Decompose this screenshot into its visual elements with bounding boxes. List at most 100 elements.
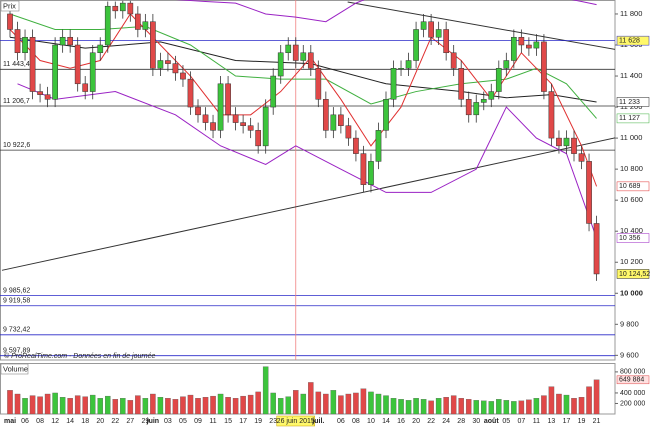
volume-bar bbox=[210, 395, 216, 415]
candle-body bbox=[210, 122, 216, 131]
candle-body bbox=[548, 91, 555, 139]
candle-body bbox=[232, 114, 239, 123]
x-tick-label: 11 bbox=[209, 418, 216, 425]
candle-body bbox=[586, 161, 592, 224]
volume-tick-label: 200 000 bbox=[620, 400, 645, 407]
volume-bar bbox=[428, 400, 434, 415]
candle-body bbox=[578, 153, 585, 162]
volume-bar bbox=[353, 392, 359, 415]
volume-bar bbox=[383, 395, 389, 415]
candle-body bbox=[157, 60, 164, 69]
volume-bar bbox=[533, 398, 540, 415]
level-label: 9 597,89 bbox=[3, 348, 30, 355]
volume-bar bbox=[465, 399, 472, 415]
volume-bar bbox=[172, 399, 179, 415]
candle-body bbox=[74, 44, 81, 85]
marker-box bbox=[616, 181, 650, 192]
volume-bar bbox=[105, 395, 111, 415]
x-tick-label: 21 bbox=[593, 418, 601, 425]
x-tick-label: 14 bbox=[382, 418, 390, 425]
volume-bar bbox=[556, 393, 562, 415]
candle-body bbox=[541, 41, 547, 92]
volume-bar bbox=[22, 398, 28, 415]
x-tick-label: 08 bbox=[352, 418, 360, 425]
volume-bar bbox=[135, 395, 141, 415]
volume-bar bbox=[195, 398, 201, 415]
x-tick-label: 12 bbox=[51, 418, 59, 425]
x-tick-label: 17 bbox=[563, 418, 571, 425]
volume-bar bbox=[390, 398, 397, 415]
level-label: 10 922,6 bbox=[3, 142, 30, 149]
y-tick-label: 11 800 bbox=[620, 9, 642, 18]
candle-body bbox=[495, 68, 502, 92]
candle-body bbox=[563, 137, 570, 147]
volume-bar bbox=[338, 395, 344, 415]
volume-bar bbox=[277, 398, 284, 415]
volume-bar bbox=[44, 393, 51, 415]
candle-body bbox=[375, 130, 382, 162]
volume-bar bbox=[120, 398, 126, 415]
candle-body bbox=[180, 72, 186, 80]
volume-bar bbox=[165, 398, 171, 415]
volume-tick-label: 800 000 bbox=[620, 369, 645, 376]
candle-body bbox=[292, 44, 299, 61]
candle-body bbox=[277, 52, 284, 77]
marker-box bbox=[616, 113, 650, 124]
x-tick-label: mai bbox=[4, 418, 16, 425]
candle-body bbox=[29, 36, 36, 92]
level-label: 9 732,42 bbox=[3, 327, 30, 334]
volume-bar bbox=[232, 398, 239, 415]
x-tick-label: 05 bbox=[502, 418, 510, 425]
volume-bar bbox=[97, 398, 103, 415]
y-tick-label: 11 400 bbox=[620, 71, 642, 80]
x-tick-label: 24 bbox=[442, 418, 450, 425]
x-tick-label: 07 bbox=[517, 418, 525, 425]
y-tick-label: 10 000 bbox=[620, 288, 643, 297]
candle-body bbox=[67, 36, 74, 46]
volume-bar bbox=[330, 390, 337, 415]
marker-box bbox=[616, 35, 650, 46]
candle-body bbox=[44, 94, 51, 100]
volume-bar bbox=[315, 391, 322, 415]
candle-body bbox=[533, 41, 540, 49]
volume-bar bbox=[511, 401, 517, 415]
candle-body bbox=[556, 137, 562, 147]
volume-bar bbox=[29, 395, 36, 415]
x-tick-label: 19 bbox=[578, 418, 586, 425]
candle-body bbox=[405, 60, 412, 69]
volume-bar bbox=[180, 396, 186, 415]
candle-body bbox=[217, 83, 224, 131]
volume-bar bbox=[443, 397, 449, 415]
source-note: © ProRealTime.com - Données en fin de jo… bbox=[4, 352, 155, 360]
x-tick-label: 29 bbox=[141, 418, 149, 425]
candle-body bbox=[202, 114, 209, 123]
candle-body bbox=[104, 5, 111, 46]
candle-body bbox=[571, 137, 577, 154]
y-tick-label: 10 600 bbox=[620, 195, 643, 204]
volume-bar bbox=[270, 392, 276, 415]
candle-body bbox=[420, 21, 427, 30]
volume-bar bbox=[548, 386, 555, 415]
level-label: 11 443,4 bbox=[3, 61, 30, 68]
volume-bar bbox=[473, 400, 479, 415]
volume-bar bbox=[571, 398, 577, 415]
candle-body bbox=[526, 44, 532, 49]
candle-body bbox=[165, 60, 171, 64]
volume-bar bbox=[285, 396, 291, 415]
candle-body bbox=[383, 99, 389, 131]
volume-bar bbox=[458, 398, 464, 415]
candle-body bbox=[150, 21, 156, 69]
x-tick-label: 14 bbox=[66, 418, 74, 425]
candle-body bbox=[134, 13, 141, 30]
volume-bar bbox=[157, 397, 164, 415]
volume-bar bbox=[142, 398, 149, 415]
panel-label: Prix bbox=[3, 1, 16, 10]
volume-marker-box bbox=[616, 375, 650, 385]
volume-bar bbox=[488, 401, 495, 415]
volume-panel bbox=[0, 363, 616, 415]
volume-label: Volume bbox=[3, 364, 28, 373]
candle-body bbox=[360, 153, 367, 185]
x-tick-label: 08 bbox=[36, 418, 44, 425]
